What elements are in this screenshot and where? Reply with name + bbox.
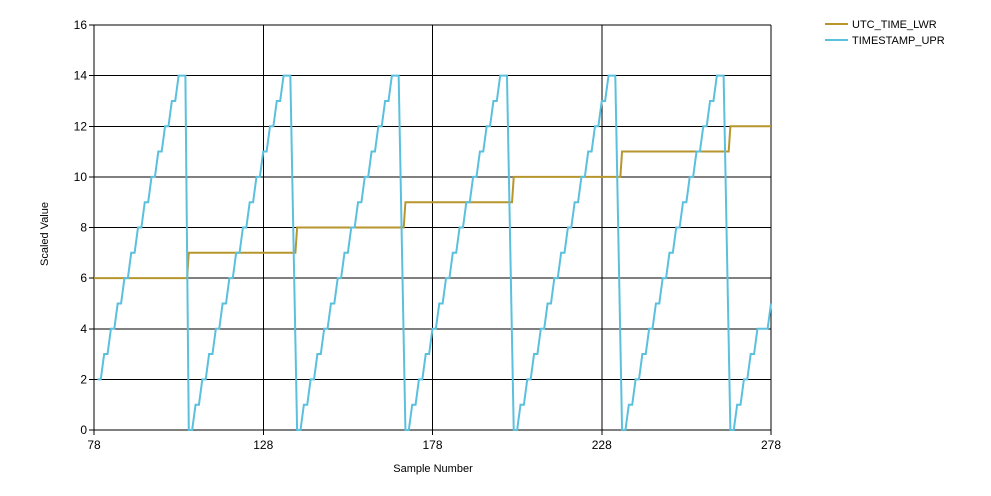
y-tick-label: 4 — [80, 322, 87, 336]
series-layer — [94, 74, 772, 431]
y-tick-label: 10 — [74, 170, 88, 184]
series-line-utc-time-lwr — [94, 125, 771, 280]
x-tick-label: 78 — [87, 438, 101, 452]
y-tick-label: 6 — [80, 271, 87, 285]
x-tick-label: 128 — [253, 438, 273, 452]
y-tick-label: 14 — [74, 69, 88, 83]
y-axis-title: Scaled Value — [39, 202, 51, 266]
x-tick-label: 178 — [422, 438, 442, 452]
x-tick-label: 228 — [592, 438, 612, 452]
y-tick-label: 8 — [80, 221, 87, 235]
y-tick-label: 2 — [80, 372, 87, 386]
y-tick-label: 16 — [74, 18, 88, 32]
y-tick-label: 12 — [74, 119, 88, 133]
x-axis-ticks: 78 128 178 228 278 — [87, 430, 781, 452]
series-line-timestamp-upr — [97, 74, 772, 431]
x-tick-label: 278 — [761, 438, 781, 452]
x-axis-title: Sample Number — [393, 463, 473, 475]
y-axis-ticks: 0 2 4 6 8 10 12 14 16 — [74, 18, 94, 437]
y-tick-label: 0 — [80, 423, 87, 437]
legend-label: UTC_TIME_LWR — [852, 19, 937, 31]
legend: UTC_TIME_LWR TIMESTAMP_UPR — [825, 19, 945, 47]
legend-label: TIMESTAMP_UPR — [852, 35, 945, 47]
